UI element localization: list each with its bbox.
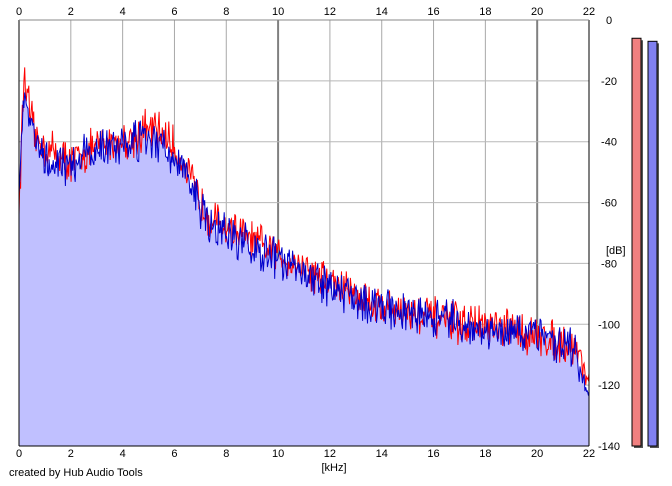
x-tick-label-top: 2 <box>68 6 74 18</box>
x-tick-label-top: 12 <box>324 6 336 18</box>
axes <box>18 19 590 447</box>
x-tick-label-bottom: 20 <box>531 448 543 460</box>
x-tick-label-top: 20 <box>531 6 543 18</box>
spectrum-lines <box>18 67 590 397</box>
y-tick-label: -140 <box>598 441 620 453</box>
tick-labels: 002244668810101212141416161818202022220-… <box>16 6 620 460</box>
x-tick-label-top: 10 <box>272 6 284 18</box>
x-tick-label-top: 6 <box>171 6 177 18</box>
x-axis-label: [kHz] <box>321 462 346 474</box>
x-tick-label-bottom: 18 <box>479 448 491 460</box>
x-tick-label-top: 16 <box>427 6 439 18</box>
y-axis-label: [dB] <box>606 245 626 257</box>
y-tick-label: -80 <box>601 258 617 270</box>
x-tick-label-bottom: 16 <box>427 448 439 460</box>
y-tick-label: -20 <box>601 76 617 88</box>
series-blue-line <box>18 92 590 397</box>
x-tick-label-top: 14 <box>376 6 388 18</box>
x-tick-label-bottom: 8 <box>223 448 229 460</box>
y-tick-label: -100 <box>598 319 620 331</box>
x-tick-label-bottom: 6 <box>171 448 177 460</box>
x-tick-label-bottom: 4 <box>120 448 126 460</box>
x-tick-label-top: 0 <box>16 6 22 18</box>
x-tick-label-bottom: 2 <box>68 448 74 460</box>
x-tick-label-bottom: 12 <box>324 448 336 460</box>
y-tick-label: -120 <box>598 380 620 392</box>
x-tick-label-bottom: 10 <box>272 448 284 460</box>
x-tick-label-bottom: 14 <box>376 448 388 460</box>
x-tick-label-bottom: 22 <box>583 448 595 460</box>
credit-text: created by Hub Audio Tools <box>9 467 143 479</box>
x-tick-label-top: 22 <box>583 6 595 18</box>
y-tick-label: -40 <box>601 137 617 149</box>
x-tick-label-top: 8 <box>223 6 229 18</box>
blue-level-meter <box>647 40 658 447</box>
x-tick-label-top: 4 <box>120 6 126 18</box>
x-tick-label-bottom: 0 <box>16 448 22 460</box>
y-tick-label: -60 <box>601 198 617 210</box>
level-meters <box>631 37 659 449</box>
x-tick-label-top: 18 <box>479 6 491 18</box>
y-tick-label: 0 <box>606 15 612 27</box>
red-level-meter <box>631 37 642 447</box>
